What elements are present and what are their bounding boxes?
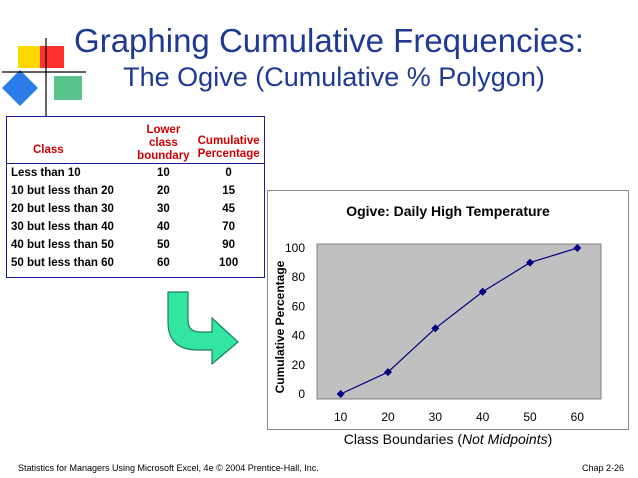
- table-row: 10 but less than 20 20 15: [7, 182, 264, 200]
- data-point-marker: [384, 368, 392, 377]
- cell-cumulative: 90: [222, 238, 236, 251]
- table-row: 30 but less than 40 40 70: [7, 218, 264, 236]
- header-lower-boundary: Lower class boundary: [134, 117, 194, 163]
- x-tick-label: 10: [334, 410, 348, 424]
- header-cum-line2: Percentage: [197, 147, 260, 160]
- x-axis-label-prefix: Class Boundaries (: [344, 431, 463, 447]
- slide-subtitle: The Ogive (Cumulative % Polygon): [123, 62, 545, 92]
- decorative-corner-graphic: [2, 38, 86, 118]
- y-tick-label: 100: [285, 241, 305, 255]
- cell-class: 10 but less than 20: [11, 184, 114, 197]
- y-tick-label: 20: [292, 358, 306, 372]
- series-line: [340, 247, 578, 395]
- cell-cumulative: 15: [222, 184, 236, 197]
- green-square: [54, 76, 82, 100]
- table-row: Less than 10 10 0: [7, 163, 264, 182]
- table-row: 20 but less than 30 30 45: [7, 200, 264, 218]
- cell-lower: 10: [156, 166, 170, 179]
- frequency-table: Class Lower class boundary Cumulative Pe…: [7, 117, 264, 272]
- cell-lower: 30: [156, 202, 170, 215]
- x-axis-label: Class Boundaries (Not Midpoints): [344, 431, 553, 447]
- chart-title: Ogive: Daily High Temperature: [346, 203, 550, 219]
- arrow-shape: [167, 291, 239, 365]
- x-axis-label-italic: Not Midpoints: [462, 431, 548, 447]
- cell-cumulative: 45: [222, 202, 236, 215]
- cell-class: 40 but less than 50: [11, 238, 114, 251]
- slide-title: Graphing Cumulative Frequencies:: [74, 22, 584, 59]
- data-point-marker: [431, 324, 440, 333]
- y-tick-label: 40: [292, 329, 306, 343]
- cell-cumulative: 0: [225, 166, 232, 179]
- cell-class: Less than 10: [11, 166, 81, 179]
- data-point-marker: [573, 244, 582, 252]
- x-tick-label: 60: [571, 410, 585, 424]
- x-axis-label-suffix: ): [548, 431, 553, 447]
- data-point-marker: [478, 287, 487, 296]
- cell-class: 50 but less than 60: [11, 256, 114, 269]
- table-header-row: Class Lower class boundary Cumulative Pe…: [7, 117, 264, 163]
- cell-class: 30 but less than 40: [11, 220, 114, 233]
- header-cumulative-percentage: Cumulative Percentage: [193, 117, 264, 163]
- cell-cumulative: 70: [222, 220, 236, 233]
- yellow-square: [18, 46, 40, 68]
- footer-page-number: Chap 2-26: [581, 463, 624, 473]
- x-tick-label: 50: [523, 410, 537, 424]
- y-tick-label: 60: [292, 299, 306, 313]
- ogive-chart: Ogive: Daily High Temperature 0 20 40 60 80 1…: [273, 203, 602, 447]
- x-tick-label: 40: [476, 410, 490, 424]
- cell-lower: 60: [156, 256, 170, 269]
- cell-lower: 20: [156, 184, 170, 197]
- header-class: Class: [33, 143, 64, 156]
- y-axis-label: Cumulative Percentage: [273, 260, 287, 393]
- y-tick-label: 0: [298, 387, 305, 401]
- blue-diamond: [2, 70, 38, 106]
- y-tick-label: 80: [292, 270, 306, 284]
- data-point-marker: [336, 390, 345, 398]
- data-point-marker: [526, 258, 534, 267]
- cell-cumulative: 100: [219, 256, 239, 269]
- cell-class: 20 but less than 30: [11, 202, 114, 215]
- header-lower-line2: class: [148, 136, 178, 149]
- x-tick-label: 20: [381, 410, 395, 424]
- cell-lower: 40: [156, 220, 170, 233]
- cell-lower: 50: [156, 238, 170, 251]
- header-lower-line3: boundary: [137, 149, 190, 162]
- frequency-table-panel: Class Lower class boundary Cumulative Pe…: [6, 116, 265, 278]
- curved-arrow-icon: [167, 291, 239, 365]
- table-row: 40 but less than 50 50 90: [7, 236, 264, 254]
- footer-citation: Statistics for Managers Using Microsoft …: [18, 463, 319, 473]
- header-cum-line1: Cumulative: [197, 134, 260, 147]
- table-row: 50 but less than 60 60 100: [7, 254, 264, 272]
- header-lower-line1: Lower: [146, 123, 181, 136]
- x-tick-label: 30: [429, 410, 443, 424]
- plot-area: [316, 243, 602, 400]
